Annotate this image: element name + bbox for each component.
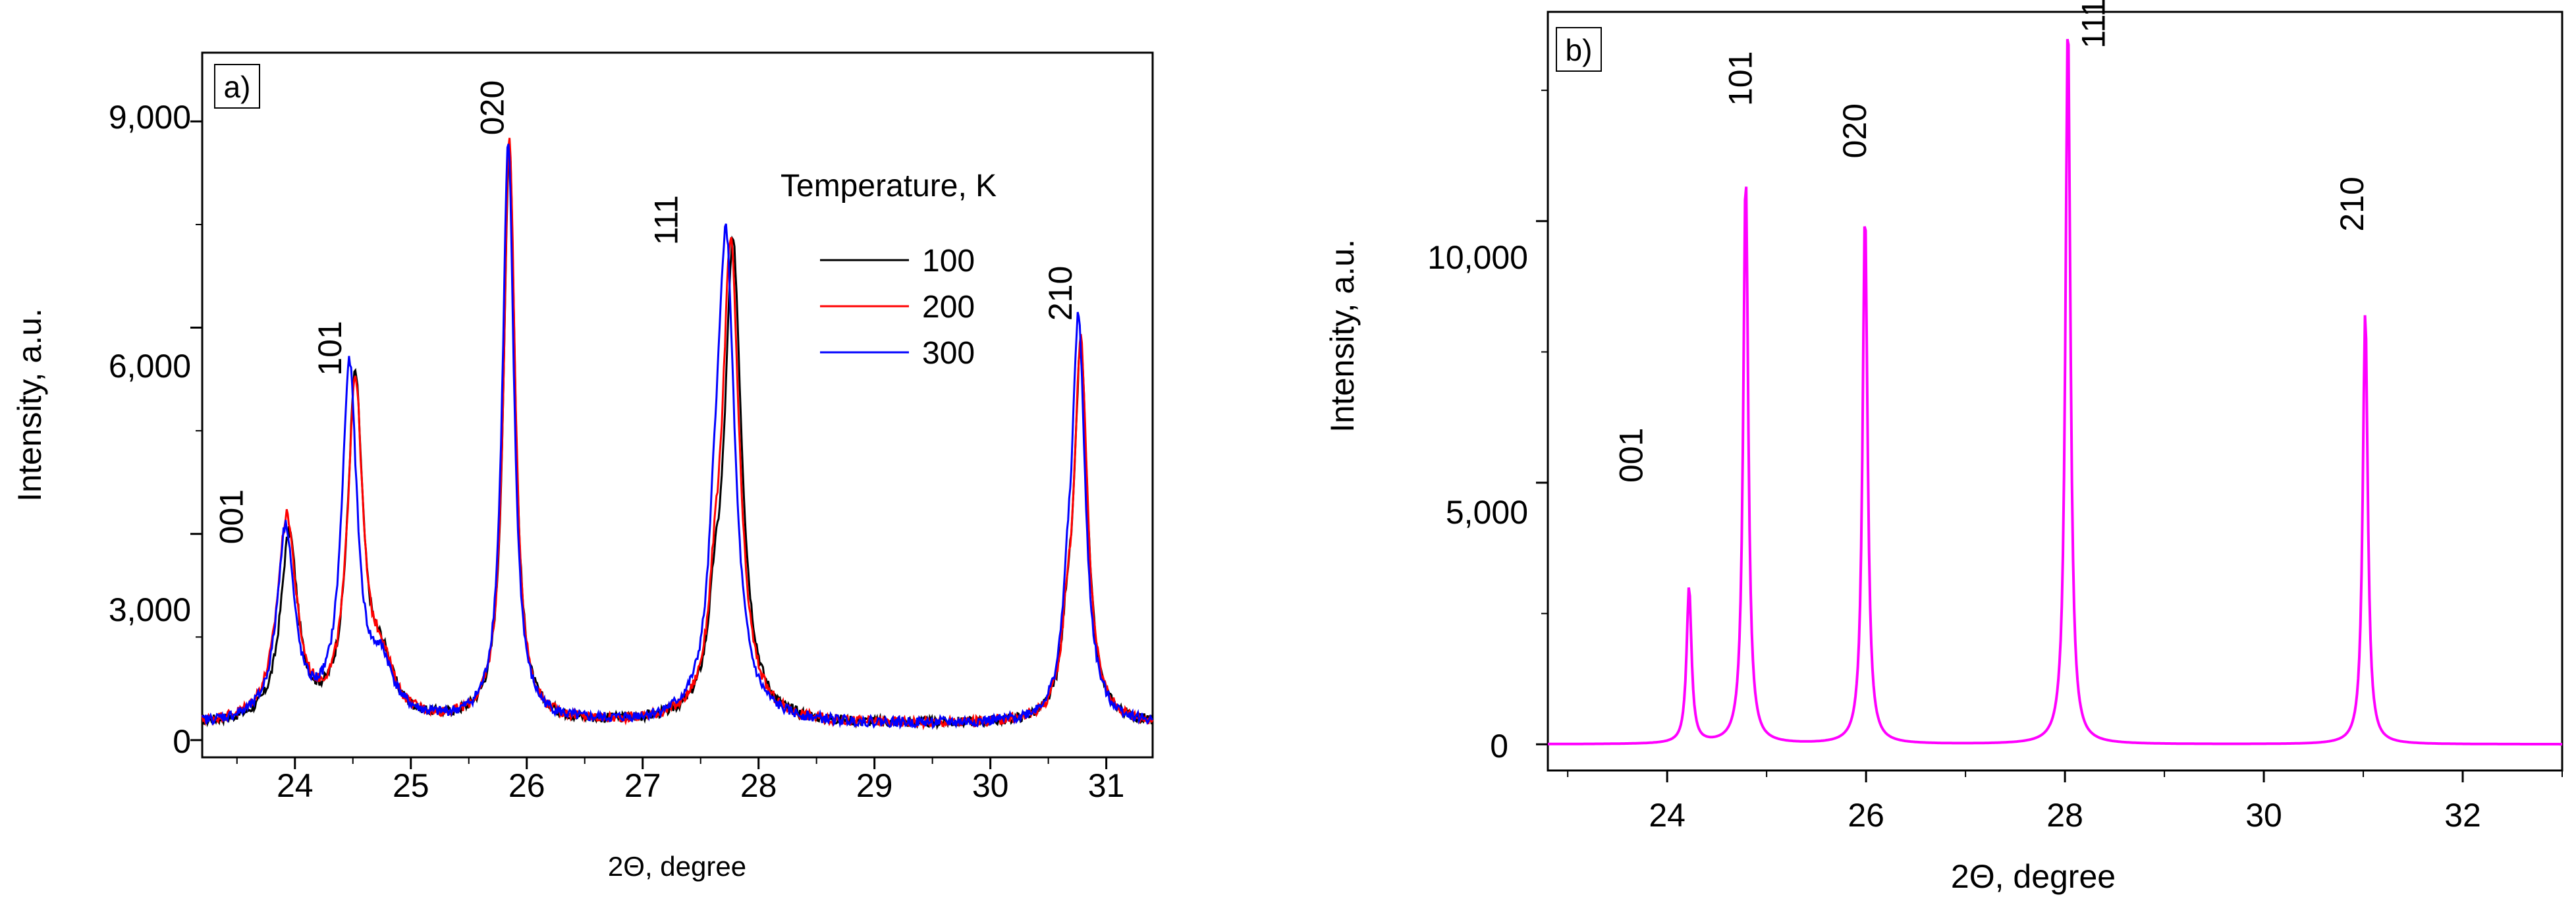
panel-b-y-tick-0: 0 xyxy=(1490,728,1508,765)
peak-label-111: 111 xyxy=(2075,0,2112,49)
panel-a-x-tick-label: 25 xyxy=(393,767,429,804)
series-line-calculated xyxy=(1548,39,2562,746)
panel-a-y-tick-3000: 3,000 xyxy=(109,591,191,628)
panel-a-x-tick-label: 30 xyxy=(972,767,1009,804)
panel-a-x-tick-label: 24 xyxy=(277,767,314,804)
legend-label-100: 100 xyxy=(922,244,975,279)
panel-a-y-tick-9000: 9,000 xyxy=(109,99,191,136)
panel-a-label: a) xyxy=(224,70,251,104)
panel-b-x-tick-label: 26 xyxy=(1848,797,1884,834)
peak-label-101: 101 xyxy=(312,321,348,375)
panel-b-frame xyxy=(1547,11,2563,772)
panel-b-x-axis-title: 2Θ, degree xyxy=(1951,858,2116,895)
peak-label-020: 020 xyxy=(474,80,511,135)
peak-label-101: 101 xyxy=(1722,51,1759,106)
panel-b-x-tick-label: 28 xyxy=(2046,797,2083,834)
peak-label-001: 001 xyxy=(1612,428,1649,483)
legend-label-200: 200 xyxy=(922,290,975,325)
panel-b-ticks: 24 26 28 30 32 xyxy=(1536,90,2563,834)
panel-a-x-axis-title: 2Θ, degree xyxy=(608,851,746,882)
panel-a-x-tick-label: 31 xyxy=(1088,767,1125,804)
panel-a-x-tick-label: 26 xyxy=(508,767,545,804)
panel-b-y-axis-title: Intensity, a.u. xyxy=(1324,239,1361,433)
legend-title: Temperature, K xyxy=(781,169,997,203)
panel-a-label-box xyxy=(214,64,260,109)
panel-b-y-tick-5000: 5,000 xyxy=(1446,494,1528,531)
peak-label-020: 020 xyxy=(1836,103,1873,158)
panel-b: 24 26 28 30 32 001 101 020 111 210 0 5,000 10,00… xyxy=(1324,0,2563,895)
panel-b-x-tick-label: 32 xyxy=(2444,797,2481,834)
peak-label-210: 210 xyxy=(2334,176,2370,231)
panel-a-y-tick-6000: 6,000 xyxy=(109,348,191,385)
panel-a: 24 25 26 27 28 29 30 31 001 101 020 111 210 0 3,000… xyxy=(11,51,1154,882)
panel-b-peak-labels: 001 101 020 111 210 xyxy=(1612,0,2370,483)
series-line-300 xyxy=(201,144,1153,730)
panel-a-frame xyxy=(201,51,1154,759)
panel-a-x-tick-label: 28 xyxy=(740,767,777,804)
panel-a-x-tick-label: 27 xyxy=(624,767,661,804)
panel-b-y-tick-10000: 10,000 xyxy=(1427,239,1528,276)
panel-a-series xyxy=(201,138,1154,730)
peak-label-210: 210 xyxy=(1042,266,1079,321)
panel-b-x-tick-label: 24 xyxy=(1649,797,1685,834)
panel-a-x-tick-label: 29 xyxy=(856,767,893,804)
panel-b-label-box xyxy=(1556,27,1602,72)
panel-b-label: b) xyxy=(1566,33,1593,67)
panel-a-y-axis-title: Intensity, a.u. xyxy=(11,308,48,502)
panel-a-ticks: 24 25 26 27 28 29 30 31 xyxy=(190,120,1125,804)
panel-a-y-tick-0: 0 xyxy=(173,723,191,760)
peak-label-001: 001 xyxy=(213,489,250,544)
panel-a-legend: Temperature, K 100 200 300 xyxy=(781,169,997,371)
panel-b-series xyxy=(1548,39,2562,746)
legend-label-300: 300 xyxy=(922,336,975,371)
peak-label-111: 111 xyxy=(648,195,685,245)
panel-b-x-tick-label: 30 xyxy=(2245,797,2282,834)
panel-a-peak-labels: 001 101 020 111 210 xyxy=(213,80,1079,545)
